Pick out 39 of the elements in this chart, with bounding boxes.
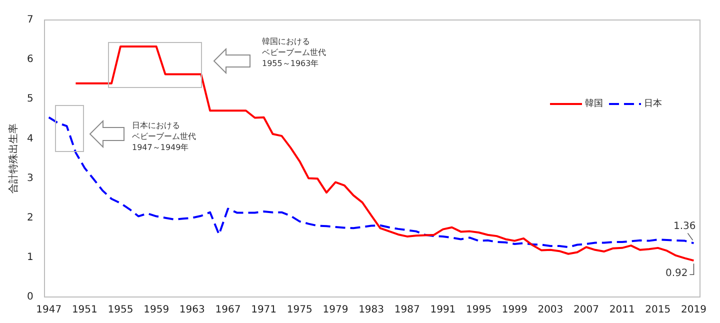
annotation: 1947～1949年 [132, 142, 189, 153]
x-tick-label: 2011 [609, 304, 635, 316]
annotation: 1955～1963年 [262, 58, 319, 69]
x-tick-label: 1991 [430, 304, 456, 316]
y-tick-label: 3 [26, 172, 34, 184]
y-tick-label: 0 [26, 292, 34, 303]
annotation: 1.36 [673, 220, 696, 232]
annotation: ベビーブーム世代 [132, 131, 196, 142]
legend-label: 日本 [644, 98, 662, 110]
y-tick-label: 6 [26, 54, 34, 66]
y-tick-label: 2 [26, 212, 34, 224]
x-tick-label: 1971 [251, 304, 277, 316]
x-tick-label: 1979 [322, 304, 348, 316]
x-tick-label: 1995 [466, 304, 492, 316]
y-axis-title: 合計特殊出生率 [8, 124, 20, 194]
annotation: 日本における [132, 120, 180, 131]
y-tick-label: 5 [26, 94, 34, 105]
legend-label: 韓国 [585, 98, 603, 110]
x-tick-label: 1959 [144, 304, 170, 316]
x-tick-label: 1955 [108, 304, 134, 316]
x-tick-label: 1975 [286, 304, 312, 316]
y-tick-label: 1 [26, 252, 34, 264]
x-tick-label: 2007 [574, 304, 599, 316]
annotation: ベビーブーム世代 [262, 47, 326, 58]
y-tick-label: 4 [26, 133, 34, 144]
x-tick-label: 1999 [502, 304, 528, 316]
annotation: 韓国における [262, 36, 310, 47]
x-tick-label: 2015 [645, 304, 671, 316]
x-tick-label: 2019 [681, 304, 706, 316]
x-tick-label: 1951 [72, 304, 98, 316]
y-tick-label: 7 [26, 14, 34, 26]
x-tick-label: 1963 [179, 304, 205, 316]
x-tick-label: 1983 [358, 304, 384, 316]
x-tick-label: 1967 [215, 304, 241, 316]
x-tick-label: 1987 [394, 304, 420, 316]
line-series [48, 116, 695, 248]
annotation: 0.92 [665, 268, 688, 280]
x-tick-label: 1947 [36, 304, 62, 316]
x-tick-label: 2003 [538, 304, 564, 316]
